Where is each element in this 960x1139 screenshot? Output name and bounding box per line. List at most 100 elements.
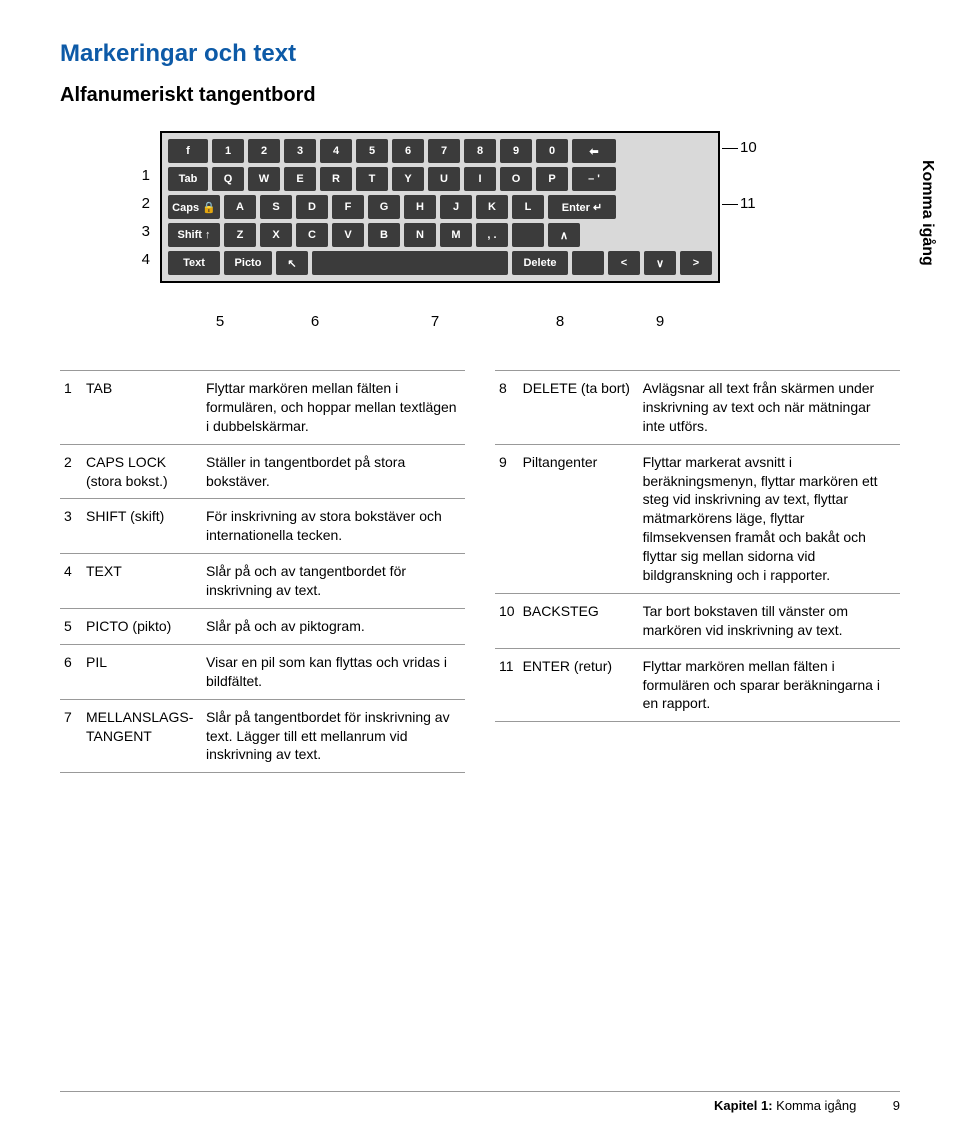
key: A xyxy=(224,195,256,219)
key: Caps 🔒 xyxy=(168,195,220,219)
callout-right: 10 xyxy=(740,139,757,156)
desc-table-left: 1TABFlyttar markören mellan fälten i for… xyxy=(60,370,465,773)
desc-table-right: 8DELETE (ta bort)Avlägsnar all text från… xyxy=(495,370,900,722)
table-row: 4TEXTSlår på och av tangentbordet för in… xyxy=(60,554,465,609)
row-name: PICTO (pikto) xyxy=(82,609,202,645)
key xyxy=(572,251,604,275)
row-desc: Flyttar markerat avsnitt i beräkningsmen… xyxy=(639,444,900,593)
key: I xyxy=(464,167,496,191)
row-name: MELLANSLAGS-TANGENT xyxy=(82,699,202,773)
key: Q xyxy=(212,167,244,191)
key: ⬅ xyxy=(572,139,616,163)
side-heading: Komma igång xyxy=(918,160,936,266)
row-number: 7 xyxy=(60,699,82,773)
table-row: 3SHIFT (skift)För inskrivning av stora b… xyxy=(60,499,465,554)
callout-right: 11 xyxy=(740,195,756,212)
key: E xyxy=(284,167,316,191)
key: Picto xyxy=(224,251,272,275)
key: 4 xyxy=(320,139,352,163)
key: ↖ xyxy=(276,251,308,275)
row-desc: För inskrivning av stora bokstäver och i… xyxy=(202,499,465,554)
description-columns: 1TAB Flyttar markören mellan fälten i for… xyxy=(60,370,900,773)
table-row: 10BACKSTEGTar bort bokstaven till vänste… xyxy=(495,593,900,648)
key: < xyxy=(608,251,640,275)
row-number: 11 xyxy=(495,648,519,722)
key: > xyxy=(680,251,712,275)
row-number: 3 xyxy=(60,499,82,554)
key: 2 xyxy=(248,139,280,163)
page-title: Markeringar och text xyxy=(60,40,900,68)
page-subtitle: Alfanumeriskt tangentbord xyxy=(60,84,900,107)
footer-chapter: Kapitel 1: xyxy=(714,1098,773,1113)
key: 7 xyxy=(428,139,460,163)
key: O xyxy=(500,167,532,191)
table-row: 8DELETE (ta bort)Avlägsnar all text från… xyxy=(495,371,900,445)
row-name: TAB xyxy=(82,371,202,445)
footer-chapter-name: Komma igång xyxy=(776,1098,856,1113)
row-desc: Visar en pil som kan flyttas och vridas … xyxy=(202,644,465,699)
key: F xyxy=(332,195,364,219)
row-number: 8 xyxy=(495,371,519,445)
table-row: 9PiltangenterFlyttar markerat avsnitt i … xyxy=(495,444,900,593)
key: V xyxy=(332,223,364,247)
key: 1 xyxy=(212,139,244,163)
callout-bottom: 9 xyxy=(600,313,720,330)
key: T xyxy=(356,167,388,191)
table-row: 5PICTO (pikto)Slår på och av piktogram. xyxy=(60,609,465,645)
key: P xyxy=(536,167,568,191)
key: M xyxy=(440,223,472,247)
callout-bottom: 7 xyxy=(350,313,520,330)
footer-page-number: 9 xyxy=(860,1098,900,1113)
key: Y xyxy=(392,167,424,191)
key: ∧ xyxy=(548,223,580,247)
key: Text xyxy=(168,251,220,275)
row-desc: Slår på och av tangentbordet för inskriv… xyxy=(202,554,465,609)
callout-left: 3 xyxy=(120,223,150,240)
table-row: 2CAPS LOCK (stora bokst.)Ställer in tang… xyxy=(60,444,465,499)
row-desc: Avlägsnar all text från skärmen under in… xyxy=(639,371,900,445)
key: 9 xyxy=(500,139,532,163)
key: G xyxy=(368,195,400,219)
key: U xyxy=(428,167,460,191)
key: C xyxy=(296,223,328,247)
row-desc: Ställer in tangentbordet på stora bokstä… xyxy=(202,444,465,499)
row-number: 10 xyxy=(495,593,519,648)
keyboard-row: TabQWERTYUIOP– ' xyxy=(168,167,712,191)
row-desc: Tar bort bokstaven till vänster om markö… xyxy=(639,593,900,648)
key: N xyxy=(404,223,436,247)
key: H xyxy=(404,195,436,219)
key: L xyxy=(512,195,544,219)
callout-left: 4 xyxy=(120,251,150,268)
keyboard-figure: 1234 f1234567890⬅TabQWERTYUIOP– 'Caps 🔒A… xyxy=(120,131,820,330)
table-row: 7MELLANSLAGS-TANGENTSlår på tangentborde… xyxy=(60,699,465,773)
row-number: 1 xyxy=(60,371,82,445)
row-desc: Flyttar markören mellan fälten i formulä… xyxy=(639,648,900,722)
row-name: CAPS LOCK (stora bokst.) xyxy=(82,444,202,499)
row-name: Piltangenter xyxy=(519,444,639,593)
row-name: ENTER (retur) xyxy=(519,648,639,722)
key: ∨ xyxy=(644,251,676,275)
key: J xyxy=(440,195,472,219)
row-name: DELETE (ta bort) xyxy=(519,371,639,445)
row-number: 4 xyxy=(60,554,82,609)
row-name: TEXT xyxy=(82,554,202,609)
row-number: 9 xyxy=(495,444,519,593)
keyboard-row: f1234567890⬅ xyxy=(168,139,712,163)
key xyxy=(512,223,544,247)
key: Enter ↵ xyxy=(548,195,616,219)
key: 6 xyxy=(392,139,424,163)
row-number: 6 xyxy=(60,644,82,699)
key: – ' xyxy=(572,167,616,191)
row-desc: Slår på och av piktogram. xyxy=(202,609,465,645)
keyboard-row: TextPicto↖Delete<∨> xyxy=(168,251,712,275)
page-footer: Kapitel 1: Komma igång 9 xyxy=(60,1091,900,1113)
callout-bottom: 8 xyxy=(520,313,600,330)
key: 3 xyxy=(284,139,316,163)
key: S xyxy=(260,195,292,219)
row-number: 5 xyxy=(60,609,82,645)
key: f xyxy=(168,139,208,163)
table-row: 1TABFlyttar markören mellan fälten i for… xyxy=(60,371,465,445)
key: Z xyxy=(224,223,256,247)
key: X xyxy=(260,223,292,247)
key: K xyxy=(476,195,508,219)
